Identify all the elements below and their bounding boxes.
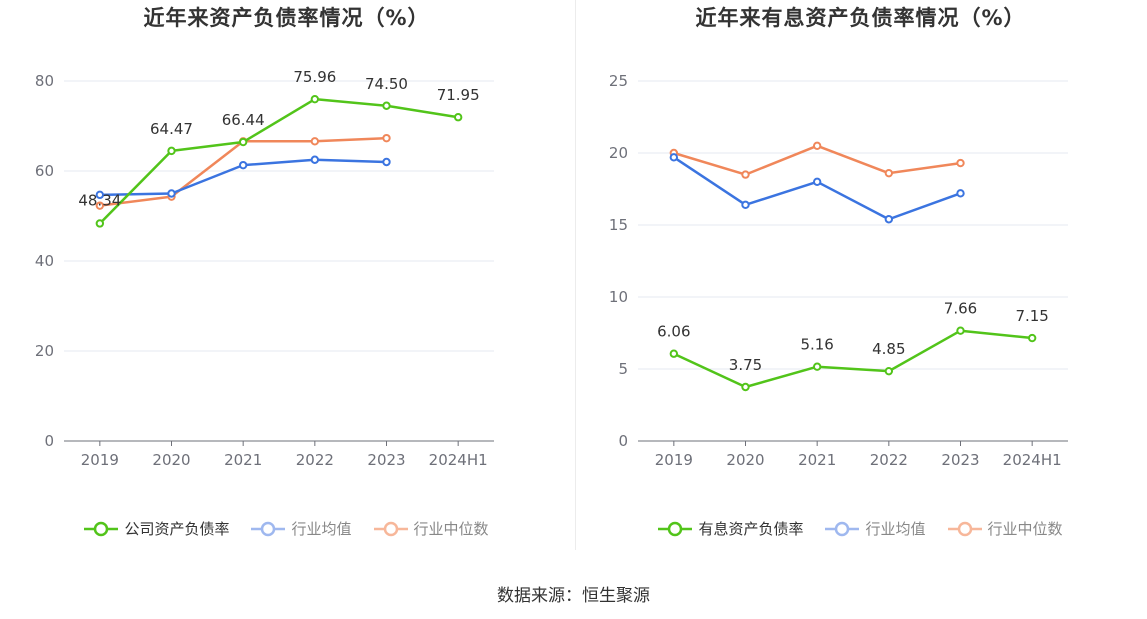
data-point[interactable]	[167, 189, 176, 198]
legend-label: 行业均值	[865, 520, 926, 538]
data-label: 3.75	[729, 356, 762, 374]
legend-item-company[interactable]: 公司资产负债率	[84, 518, 229, 539]
data-point[interactable]	[382, 133, 391, 143]
y-tick-label: 20	[609, 144, 628, 162]
data-point[interactable]	[167, 146, 176, 156]
data-point[interactable]	[956, 326, 965, 335]
data-point[interactable]	[884, 215, 894, 224]
data-point[interactable]	[1027, 333, 1037, 343]
data-point[interactable]	[453, 113, 463, 122]
data-label: 48.34	[78, 191, 121, 209]
data-point[interactable]	[669, 153, 679, 162]
y-tick-label: 20	[35, 342, 54, 360]
data-point[interactable]	[310, 94, 320, 104]
legend-label: 公司资产负债率	[124, 520, 230, 538]
legend-line-circle-icon	[658, 521, 693, 536]
line-chart: 0 20 40 60 80 2019 2020 2021 2022 2023 2024H1 48.34…	[35, 68, 494, 469]
data-point[interactable]	[95, 190, 105, 200]
data-point[interactable]	[956, 189, 965, 198]
x-tick-label: 2023	[367, 451, 405, 469]
chart-legend: 公司资产负债率 行业均值 行业中位数	[0, 518, 573, 539]
series-line	[99, 136, 387, 207]
data-point[interactable]	[310, 137, 320, 146]
chart-panel-debt-ratio: 近年来资产负债率情况（%） 0 20 40 60 80 2019 2020 2021 2022 2…	[0, 0, 573, 560]
data-label: 75.96	[293, 68, 336, 86]
legend-line-circle-icon	[947, 521, 982, 536]
chart-panel-interest-bearing-debt-ratio: 近年来有息资产负债率情况（%） 0 5 10 15 20 25 2019 2020 2021 20…	[574, 0, 1147, 560]
y-tick-label: 0	[618, 432, 628, 450]
legend-item-company[interactable]: 有息资产负债率	[658, 518, 803, 539]
data-label: 74.50	[365, 75, 408, 93]
legend-label: 行业均值	[291, 520, 352, 538]
y-tick-label: 60	[35, 162, 54, 180]
data-point[interactable]	[812, 362, 822, 371]
y-tick-label: 10	[609, 288, 628, 306]
legend-label: 有息资产负债率	[698, 520, 804, 538]
data-point[interactable]	[669, 349, 679, 358]
x-tick-label: 2022	[870, 451, 908, 469]
data-point[interactable]	[238, 160, 248, 170]
legend-item-industry-mean[interactable]: 行业均值	[251, 518, 352, 539]
x-tick-label: 2019	[655, 451, 693, 469]
panel-divider	[575, 0, 576, 550]
y-tick-label: 15	[609, 216, 628, 234]
series-line	[98, 97, 459, 225]
data-point[interactable]	[95, 219, 105, 228]
data-point[interactable]	[310, 155, 320, 164]
data-point[interactable]	[812, 177, 822, 187]
data-label: 6.06	[657, 323, 690, 341]
chart-title: 近年来资产负债率情况（%）	[143, 6, 430, 30]
series-line	[673, 329, 1033, 389]
data-point[interactable]	[812, 141, 822, 151]
series-line	[673, 144, 961, 176]
data-label: 7.66	[944, 300, 977, 318]
data-label: 5.16	[800, 336, 833, 354]
data-point[interactable]	[238, 137, 248, 147]
data-point[interactable]	[741, 382, 750, 392]
legend-line-circle-icon	[84, 521, 119, 536]
line-chart: 0 5 10 15 20 25 2019 2020 2021 2022 2023 2024H1 6.06…	[609, 72, 1068, 469]
legend-item-industry-median[interactable]: 行业中位数	[373, 518, 489, 539]
x-tick-label: 2021	[224, 451, 262, 469]
x-tick-label: 2019	[81, 451, 119, 469]
data-label: 71.95	[437, 86, 480, 104]
data-point[interactable]	[741, 200, 750, 210]
x-tick-label: 2021	[798, 451, 836, 469]
chart-legend: 有息资产负债率 行业均值 行业中位数	[574, 518, 1147, 539]
data-point[interactable]	[884, 168, 894, 178]
x-tick-label: 2020	[726, 451, 764, 469]
data-point[interactable]	[382, 101, 391, 110]
data-point[interactable]	[956, 158, 965, 168]
data-label: 66.44	[222, 111, 265, 129]
data-point[interactable]	[884, 366, 894, 376]
chart-title: 近年来有息资产负债率情况（%）	[695, 6, 1026, 30]
x-tick-label: 2022	[296, 451, 334, 469]
legend-item-industry-median[interactable]: 行业中位数	[947, 518, 1063, 539]
legend-label: 行业中位数	[413, 520, 489, 538]
legend-line-circle-icon	[251, 521, 286, 536]
data-source-note: 数据来源：恒生聚源	[497, 586, 650, 606]
y-tick-label: 25	[609, 72, 628, 90]
data-point[interactable]	[382, 157, 391, 167]
y-tick-label: 40	[35, 252, 54, 270]
legend-label: 行业中位数	[987, 520, 1063, 538]
x-tick-label: 2020	[152, 451, 190, 469]
data-label: 7.15	[1015, 307, 1048, 325]
legend-line-circle-icon	[373, 521, 408, 536]
x-tick-label: 2024H1	[429, 451, 488, 469]
data-point[interactable]	[95, 201, 105, 210]
data-point[interactable]	[741, 170, 750, 179]
data-label: 64.47	[150, 120, 193, 138]
y-tick-label: 0	[44, 432, 54, 450]
y-tick-label: 5	[618, 360, 628, 378]
x-tick-label: 2023	[941, 451, 979, 469]
legend-line-circle-icon	[825, 521, 860, 536]
legend-item-industry-mean[interactable]: 行业均值	[825, 518, 926, 539]
x-tick-label: 2024H1	[1003, 451, 1062, 469]
y-tick-label: 80	[35, 72, 54, 90]
data-label: 4.85	[872, 340, 905, 358]
